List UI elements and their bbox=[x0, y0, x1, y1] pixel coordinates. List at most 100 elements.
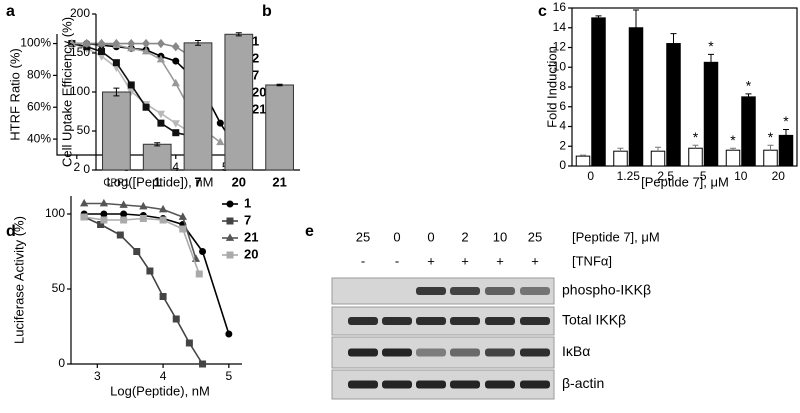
y-tick-label: 8 bbox=[559, 79, 566, 93]
condition: 10 bbox=[493, 229, 507, 244]
series-line bbox=[83, 216, 204, 365]
band bbox=[382, 317, 412, 325]
bar bbox=[591, 17, 606, 167]
bar bbox=[628, 27, 644, 167]
x-tick-label: 10 bbox=[734, 169, 748, 183]
significance-marker: * bbox=[708, 38, 714, 54]
y-tick-label: 100 bbox=[45, 206, 65, 220]
error-bar bbox=[154, 142, 161, 147]
row-label: IκBα bbox=[562, 343, 590, 359]
band bbox=[450, 348, 480, 357]
y-tick-label: 4 bbox=[559, 119, 566, 133]
marker bbox=[120, 216, 128, 224]
x-axis-label: [Peptide 7], μM bbox=[641, 174, 729, 189]
marker bbox=[156, 110, 166, 119]
marker bbox=[142, 38, 151, 49]
y-tick-label: 10 bbox=[553, 59, 567, 73]
row-label: Total IKKβ bbox=[562, 312, 626, 328]
series-line bbox=[84, 213, 230, 335]
condition: 0 bbox=[393, 229, 400, 244]
legend-label: 20 bbox=[244, 246, 258, 261]
y-tick-label: 2 bbox=[559, 138, 566, 152]
marker bbox=[133, 248, 141, 255]
band bbox=[450, 380, 480, 389]
x-tick-label: 2 bbox=[73, 160, 80, 174]
series-line bbox=[71, 42, 239, 151]
error-bar bbox=[195, 40, 201, 46]
band bbox=[520, 317, 550, 325]
x-tick-label: 20 bbox=[232, 174, 246, 189]
band bbox=[520, 380, 550, 389]
bar bbox=[688, 147, 703, 167]
error-bar bbox=[783, 128, 789, 136]
band bbox=[348, 317, 378, 325]
marker bbox=[99, 198, 109, 207]
band bbox=[485, 287, 515, 295]
treatment: - bbox=[395, 253, 399, 268]
x-tick-label: 5 bbox=[226, 369, 233, 383]
band bbox=[416, 380, 446, 389]
band bbox=[485, 317, 515, 325]
condition-label: [Peptide 7], μM bbox=[572, 229, 660, 244]
y-tick-label: 0 bbox=[58, 356, 65, 370]
marker bbox=[146, 267, 154, 275]
bar bbox=[575, 155, 591, 167]
band bbox=[450, 317, 480, 325]
marker bbox=[179, 225, 187, 233]
band bbox=[450, 287, 480, 295]
series-line bbox=[71, 42, 206, 140]
x-tick-label: 7 bbox=[194, 174, 201, 189]
x-tick-label: 3 bbox=[94, 369, 101, 383]
error-bar bbox=[113, 87, 120, 97]
bar bbox=[666, 43, 681, 167]
marker bbox=[172, 57, 180, 65]
band bbox=[348, 348, 378, 357]
y-tick-label: 14 bbox=[553, 20, 567, 34]
marker bbox=[185, 339, 193, 347]
band bbox=[416, 348, 446, 357]
treatment-label: [TNFα] bbox=[572, 253, 612, 268]
error-bar bbox=[655, 146, 661, 152]
x-tick-label: 4 bbox=[160, 369, 167, 383]
error-bar bbox=[730, 147, 736, 151]
error-bar bbox=[235, 32, 242, 37]
bar bbox=[778, 134, 794, 167]
row-label: β-actin bbox=[562, 375, 604, 391]
y-tick-label: 0 bbox=[83, 162, 90, 176]
bar bbox=[613, 150, 628, 167]
band bbox=[416, 287, 446, 295]
marker bbox=[80, 198, 89, 207]
treatment: + bbox=[531, 253, 539, 268]
marker bbox=[159, 216, 167, 224]
marker bbox=[116, 231, 124, 239]
marker bbox=[112, 38, 121, 49]
marker bbox=[158, 204, 168, 213]
error-bar bbox=[745, 93, 752, 97]
x-tick-label: 1.25 bbox=[617, 169, 641, 183]
band bbox=[520, 287, 550, 295]
marker bbox=[127, 81, 135, 89]
marker bbox=[225, 330, 233, 338]
error-bar bbox=[595, 15, 602, 18]
marker bbox=[199, 360, 207, 368]
y-axis-label: Fold Induction bbox=[544, 46, 559, 128]
bar bbox=[741, 96, 756, 167]
marker bbox=[100, 216, 108, 224]
marker bbox=[171, 120, 180, 128]
y-axis-label: Cell Uptake Efficiency (%) bbox=[59, 17, 74, 167]
band bbox=[485, 348, 515, 357]
marker bbox=[100, 210, 108, 218]
y-axis-label: HTRF Ratio (%) bbox=[7, 48, 22, 140]
y-tick-label: 200 bbox=[70, 6, 90, 20]
bar bbox=[224, 33, 254, 171]
significance-marker: * bbox=[693, 129, 699, 145]
bar bbox=[725, 149, 741, 167]
error-bar bbox=[670, 33, 677, 44]
legend-label: 21 bbox=[252, 101, 266, 116]
band bbox=[416, 317, 446, 325]
panel-label: e bbox=[305, 223, 314, 240]
marker bbox=[171, 42, 180, 52]
bar bbox=[265, 84, 294, 171]
marker bbox=[171, 78, 180, 87]
